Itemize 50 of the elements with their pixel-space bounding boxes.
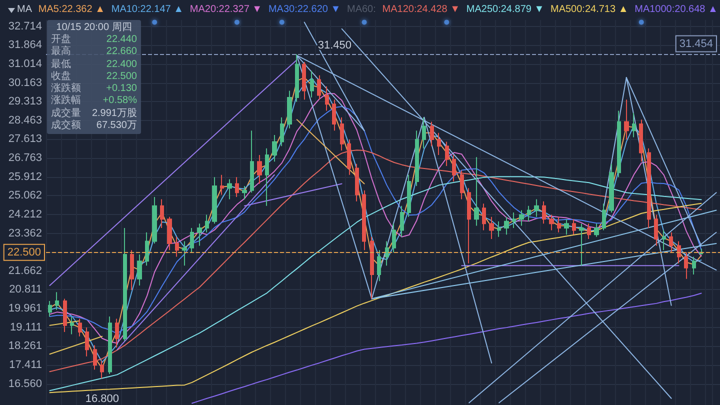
annotation: 成交量 — [51, 108, 81, 120]
annotation: 开盘 — [51, 34, 71, 46]
annotation: 最低 — [51, 58, 71, 71]
annotation: 最高 — [51, 46, 71, 59]
annotation: 收盘 — [51, 70, 71, 82]
y-tick-label: 23.362 — [8, 227, 42, 240]
y-tick-label: 31.014 — [8, 58, 42, 70]
y-tick-label: 29.313 — [8, 96, 42, 108]
legend-label: MA60: — [347, 3, 376, 17]
y-tick-label: 28.463 — [8, 114, 42, 126]
y-tick-label: 31.864 — [8, 39, 42, 52]
annotation: 涨跌幅 — [51, 95, 81, 108]
text: MA120:24.428 ▼ — [382, 3, 460, 17]
annotation: 22.440 — [106, 34, 137, 46]
y-tick-label: 21.662 — [8, 264, 42, 277]
text: MA1000:20.648 ▲ — [634, 3, 718, 17]
annotation: 22.400 — [106, 58, 137, 71]
annotation: 2.991万股 — [92, 108, 137, 120]
y-tick-label: 24.212 — [8, 208, 42, 220]
text: MA500:24.713 ▲ — [550, 3, 628, 17]
text: MA5:22.362 ▲ — [38, 3, 105, 17]
text: MA10:22.147 ▲ — [111, 3, 184, 17]
y-tick-label: 18.261 — [8, 340, 42, 352]
y-tick-label: 27.613 — [8, 133, 42, 146]
legend-title: MA — [17, 3, 32, 17]
annotation: 67.530万 — [96, 120, 137, 132]
annotation: +0.130 — [106, 83, 137, 96]
annotation: 16.800 — [85, 392, 119, 405]
y-tick-label: 25.062 — [8, 190, 42, 202]
y-tick-label: 32.714 — [8, 20, 42, 32]
text: MA250:24.879 ▼ — [466, 3, 544, 17]
annotation: 10/15 20:00 周四 — [55, 21, 133, 34]
y-tick-label: 30.163 — [8, 76, 42, 89]
y-tick-label: 26.763 — [8, 152, 42, 164]
ref-line-label: 22.500 — [7, 246, 41, 258]
text: MA20:22.327 ▼ — [190, 3, 262, 17]
annotation: 22.660 — [106, 46, 137, 59]
ref-line-label: 31.454 — [679, 38, 713, 50]
annotation: 31.450 — [318, 39, 352, 52]
y-tick-label: 19.961 — [8, 302, 42, 315]
annotation: 22.500 — [106, 70, 137, 84]
y-tick-label: 16.560 — [8, 378, 42, 390]
y-tick-label: 17.411 — [9, 358, 42, 371]
y-tick-label: 25.912 — [8, 170, 42, 183]
annotation: 成交额 — [51, 120, 81, 132]
y-tick-label: 20.811 — [9, 284, 42, 296]
annotation: +0.58% — [102, 95, 137, 108]
annotation: 涨跌额 — [51, 83, 81, 94]
y-tick-label: 19.111 — [10, 321, 42, 334]
text: MA30:22.620 ▼ — [268, 3, 341, 17]
